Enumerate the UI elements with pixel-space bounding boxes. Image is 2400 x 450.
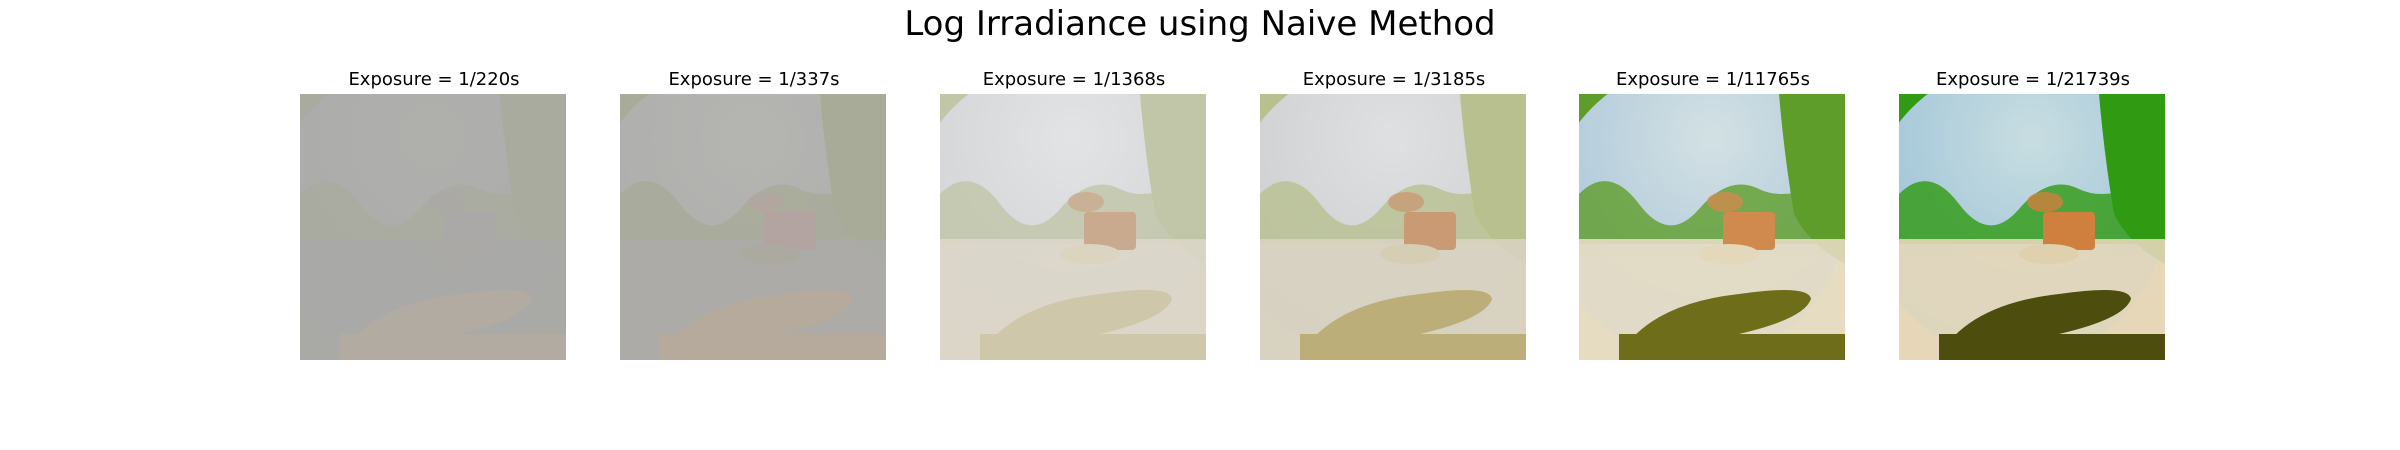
panel-title: Exposure = 1/337s [668, 69, 840, 90]
irradiance-image [1579, 94, 1845, 360]
panel-title: Exposure = 1/3185s [1302, 69, 1486, 90]
irradiance-image [1260, 94, 1526, 360]
exposure-panel: Exposure = 1/11765s [1579, 68, 1847, 360]
panel-title: Exposure = 1/11765s [1615, 69, 1810, 90]
irradiance-image [620, 94, 886, 360]
panel-title: Exposure = 1/220s [348, 69, 520, 90]
exposure-panel: Exposure = 1/21739s [1899, 68, 2167, 360]
panel-title: Exposure = 1/1368s [982, 69, 1166, 90]
irradiance-image [300, 94, 566, 360]
exposure-panel: Exposure = 1/220s [300, 68, 568, 360]
exposure-panel: Exposure = 1/337s [620, 68, 888, 360]
irradiance-image [1899, 94, 2165, 360]
exposure-panel: Exposure = 1/3185s [1260, 68, 1528, 360]
figure-title: Log Irradiance using Naive Method [904, 4, 1496, 44]
irradiance-image [940, 94, 1206, 360]
exposure-panel: Exposure = 1/1368s [940, 68, 1208, 360]
panel-title: Exposure = 1/21739s [1935, 69, 2130, 90]
